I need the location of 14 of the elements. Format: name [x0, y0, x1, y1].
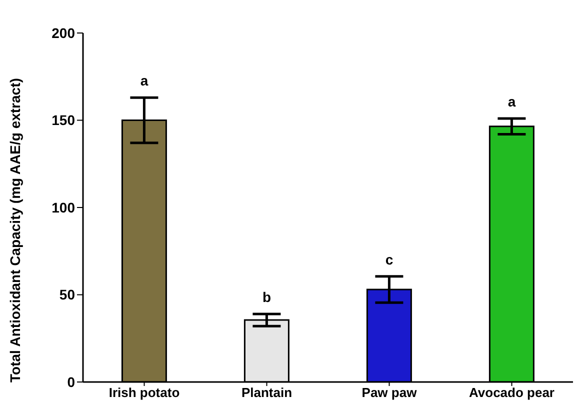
annotation: c [385, 251, 394, 268]
annotation: a [508, 94, 516, 110]
annotation: b [262, 288, 272, 305]
x-tick-label: Paw paw [362, 385, 418, 400]
y-tick-label: 0 [67, 374, 76, 390]
y-tick-label: 50 [59, 286, 76, 303]
y-tick-label: 150 [52, 112, 76, 128]
y-tick-label: 200 [52, 24, 76, 41]
y-axis-title: Total Antioxidant Capacity (mg AAE/g extract) [6, 78, 23, 382]
x-tick-label: Avocado pear [469, 385, 554, 400]
x-tick-label: Irish potato [108, 385, 180, 400]
y-tick-label: 100 [52, 199, 76, 216]
annotation: a [140, 72, 148, 89]
x-tick-label: Plantain [241, 385, 292, 400]
